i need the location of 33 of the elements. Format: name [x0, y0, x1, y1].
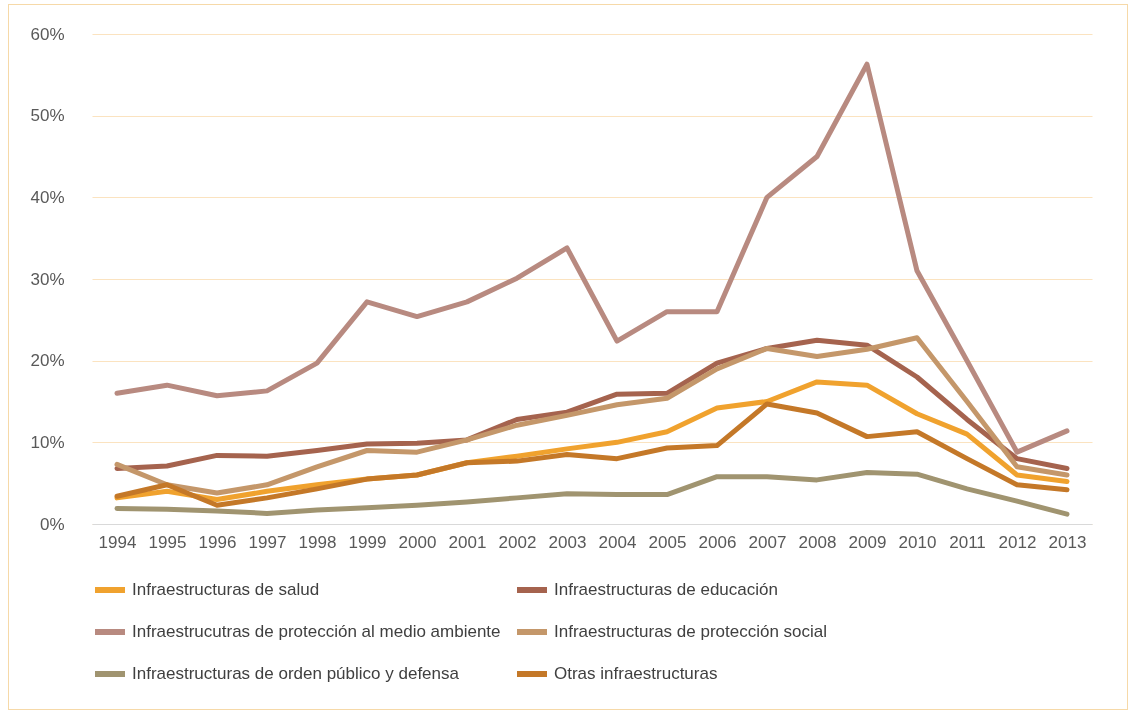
legend-label: Otras infraestructuras: [554, 664, 718, 683]
x-tick-label: 2012: [998, 532, 1037, 552]
x-tick-label: 2003: [548, 532, 587, 552]
x-tick-label: 2011: [949, 532, 986, 552]
legend-label: Infraestructuras de protección social: [554, 622, 828, 641]
y-tick-label: 50%: [30, 106, 65, 126]
x-tick-label: 1998: [298, 532, 337, 552]
y-tick-label: 0%: [39, 514, 65, 534]
y-tick-label: 10%: [30, 432, 65, 452]
x-tick-label: 2000: [398, 532, 437, 552]
legend-label: Infraestructuras de salud: [132, 580, 320, 599]
x-tick-label: 2013: [1048, 532, 1087, 552]
y-tick-label: 20%: [30, 351, 65, 371]
x-tick-label: 1997: [248, 532, 287, 552]
x-tick-label: 1995: [148, 532, 187, 552]
legend-label: Infraestrucutras de protección al medio ambiente: [132, 622, 501, 641]
x-tick-label: 2005: [648, 532, 687, 552]
x-tick-label: 2010: [898, 532, 937, 552]
x-tick-label: 1994: [98, 532, 137, 552]
x-tick-label: 2007: [748, 532, 787, 552]
legend-label: Infraestructuras de educación: [554, 580, 778, 599]
y-tick-label: 30%: [30, 269, 65, 289]
x-tick-label: 1999: [348, 532, 387, 552]
x-tick-label: 2004: [598, 532, 637, 552]
x-tick-label: 2008: [798, 532, 837, 552]
x-tick-label: 2001: [448, 532, 487, 552]
x-tick-label: 2002: [498, 532, 537, 552]
x-tick-label: 1996: [198, 532, 237, 552]
x-tick-label: 2009: [848, 532, 887, 552]
y-tick-label: 40%: [30, 187, 65, 207]
legend-label: Infraestructuras de orden público y defensa: [132, 664, 460, 683]
y-tick-label: 60%: [30, 24, 65, 44]
x-tick-label: 2006: [698, 532, 737, 552]
